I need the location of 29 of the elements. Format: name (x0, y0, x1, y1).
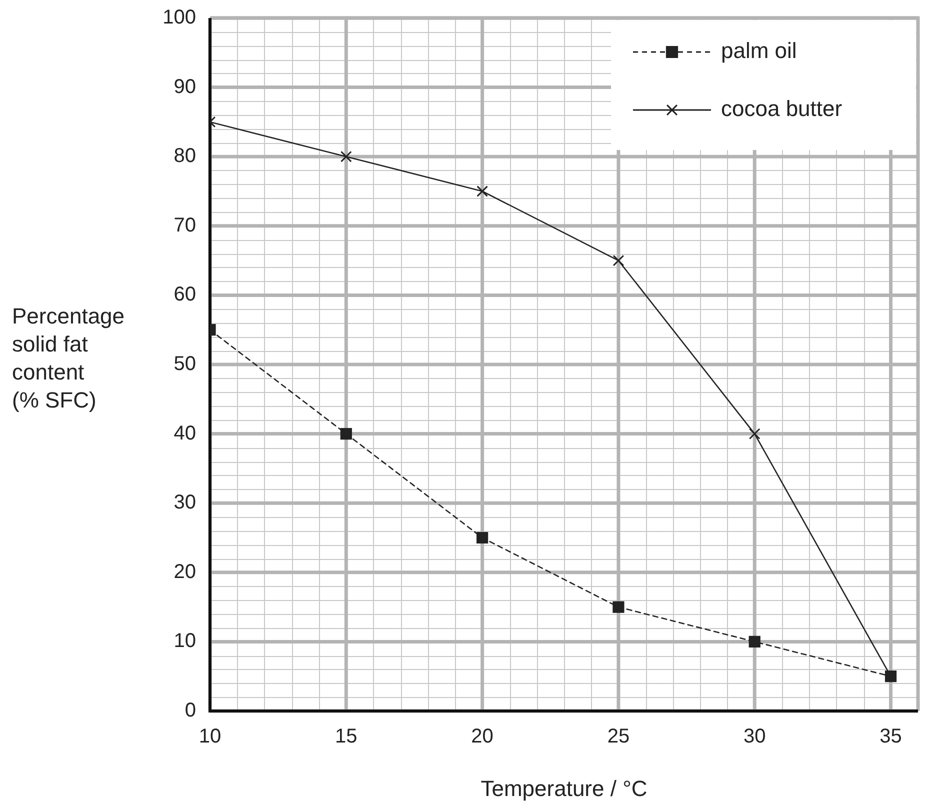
y-tick-label: 80 (174, 145, 196, 168)
x-tick-label: 15 (335, 726, 358, 748)
x-tick-label: 25 (607, 726, 630, 748)
point (612, 254, 624, 266)
point (476, 532, 488, 544)
point (612, 601, 624, 613)
point (748, 636, 760, 648)
y-tick-label: 0 (184, 700, 196, 722)
point (476, 186, 488, 197)
point (748, 428, 760, 440)
legend-label: palm oil (721, 38, 797, 64)
y-axis-title: Percentage solid fat content (% SFC) (12, 304, 125, 413)
y-tick-label: 100 (162, 6, 196, 29)
x-tick-label: 35 (880, 726, 902, 748)
y-tick-label: 60 (174, 284, 196, 306)
x-tick-label: 20 (471, 726, 494, 748)
point (340, 428, 352, 440)
y-tick-label: 70 (174, 214, 196, 236)
x-tick-label: 30 (743, 726, 766, 748)
point (340, 150, 352, 162)
x-tick-label: 10 (198, 726, 222, 748)
y-tick-label: 20 (174, 560, 196, 583)
x-axis-title: Temperature / °C (480, 776, 648, 801)
y-tick-label: 30 (174, 492, 196, 514)
y-tick-label: 10 (174, 630, 196, 652)
y-tick-label: 90 (174, 76, 196, 98)
y-tick-label: 50 (174, 353, 196, 376)
y-tick-label: 40 (174, 422, 196, 444)
legend-label: cocoa butter (721, 96, 842, 122)
